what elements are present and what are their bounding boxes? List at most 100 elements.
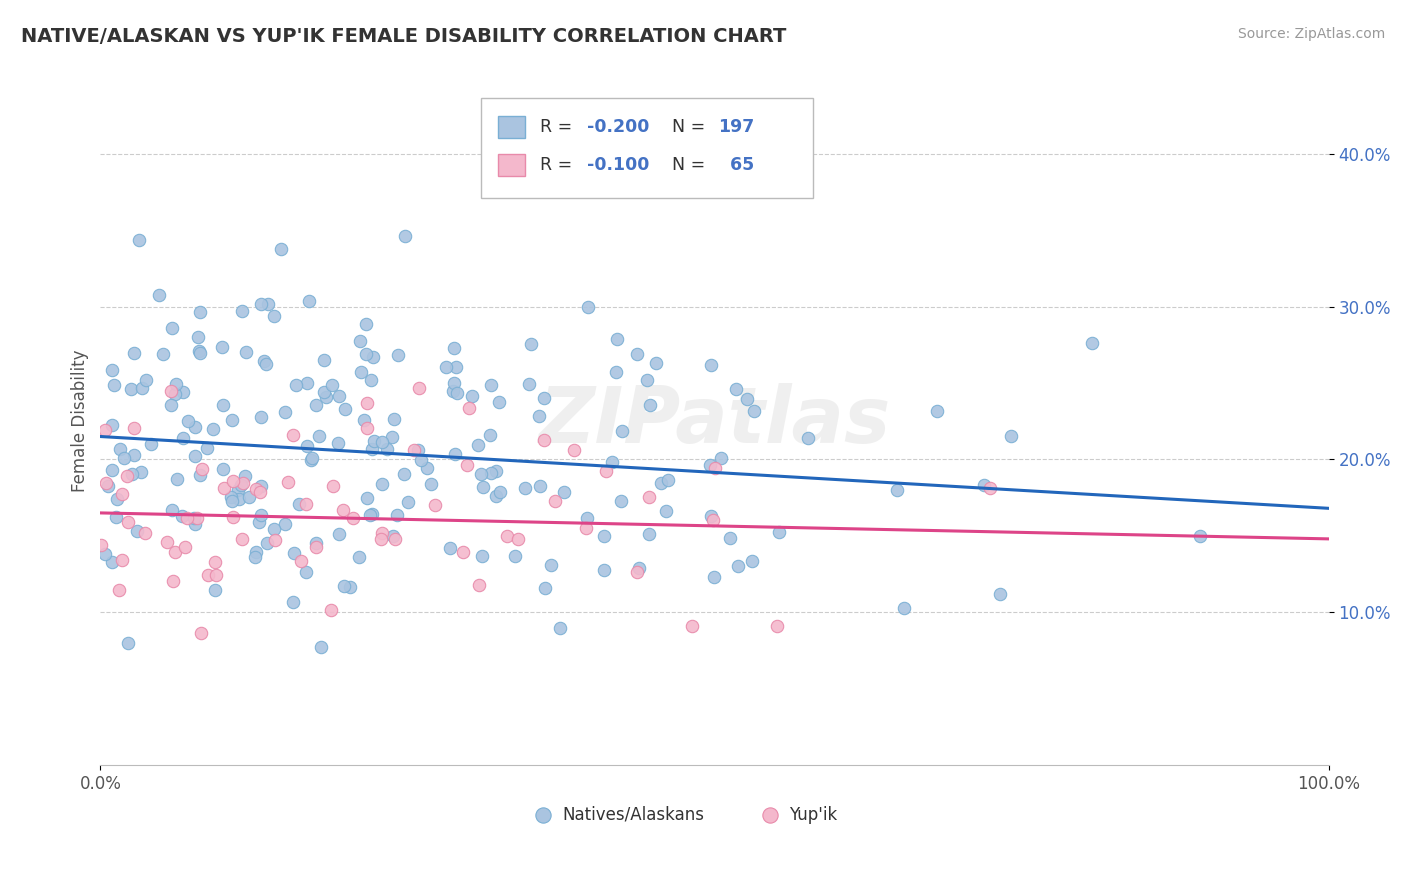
Point bbox=[356, 396, 378, 410]
Point bbox=[263, 523, 285, 537]
Point bbox=[710, 451, 733, 466]
Point bbox=[139, 437, 162, 451]
Point bbox=[350, 365, 373, 379]
Point bbox=[1000, 429, 1022, 443]
Text: N =: N = bbox=[661, 118, 710, 136]
Point bbox=[103, 378, 125, 392]
Point bbox=[94, 548, 117, 562]
Point bbox=[517, 377, 540, 392]
Text: N =: N = bbox=[661, 156, 710, 175]
Point bbox=[354, 347, 377, 361]
Point bbox=[204, 582, 226, 597]
Point bbox=[703, 570, 725, 584]
Point bbox=[550, 621, 572, 635]
Point bbox=[290, 554, 312, 568]
Point bbox=[893, 601, 915, 615]
Point bbox=[221, 413, 243, 427]
Point bbox=[281, 427, 304, 442]
Point bbox=[228, 492, 250, 507]
Point bbox=[135, 373, 157, 387]
Point bbox=[250, 296, 273, 310]
Point bbox=[319, 603, 342, 617]
Point bbox=[162, 321, 184, 335]
Point bbox=[231, 304, 253, 318]
Point bbox=[295, 565, 318, 579]
Point bbox=[232, 476, 254, 491]
Point bbox=[496, 529, 519, 543]
Point bbox=[443, 376, 465, 390]
Point bbox=[235, 345, 257, 359]
Point bbox=[384, 532, 406, 546]
Point bbox=[183, 511, 205, 525]
Point bbox=[108, 583, 131, 598]
Point bbox=[742, 404, 765, 418]
Point bbox=[361, 350, 384, 364]
Point bbox=[700, 508, 723, 523]
Point bbox=[404, 442, 426, 457]
Point bbox=[342, 511, 364, 525]
Point bbox=[650, 476, 672, 491]
Point bbox=[238, 490, 260, 504]
Point bbox=[100, 418, 122, 433]
Point bbox=[226, 483, 249, 498]
Point bbox=[360, 373, 382, 387]
Point bbox=[727, 558, 749, 573]
Point bbox=[328, 436, 350, 450]
Point bbox=[527, 409, 550, 424]
Point bbox=[315, 390, 337, 404]
Point bbox=[657, 473, 679, 487]
Point bbox=[520, 336, 543, 351]
Point bbox=[221, 494, 243, 508]
Point bbox=[131, 380, 153, 394]
Point bbox=[108, 442, 131, 457]
Point bbox=[370, 526, 392, 541]
Point bbox=[295, 497, 318, 511]
Point bbox=[163, 545, 186, 559]
Point bbox=[444, 447, 467, 461]
Point bbox=[195, 441, 218, 455]
Point bbox=[468, 578, 491, 592]
Point bbox=[311, 640, 333, 654]
Point bbox=[231, 532, 253, 546]
Point bbox=[188, 346, 211, 360]
Point bbox=[347, 550, 370, 565]
Point bbox=[160, 503, 183, 517]
Point bbox=[172, 431, 194, 445]
Point bbox=[396, 495, 419, 509]
Point bbox=[453, 545, 475, 559]
Point bbox=[163, 387, 186, 401]
Point bbox=[925, 404, 948, 418]
Point bbox=[979, 481, 1001, 495]
Point bbox=[281, 595, 304, 609]
Point bbox=[312, 384, 335, 399]
Point bbox=[274, 516, 297, 531]
Point bbox=[394, 229, 416, 244]
Point bbox=[127, 524, 149, 538]
Point bbox=[796, 431, 818, 445]
Point bbox=[973, 478, 995, 492]
Text: ZIPatlas: ZIPatlas bbox=[538, 384, 890, 459]
Point bbox=[288, 497, 311, 511]
Point bbox=[478, 427, 501, 442]
Point bbox=[627, 561, 650, 575]
Point bbox=[704, 460, 727, 475]
Text: R =: R = bbox=[540, 156, 578, 175]
Point bbox=[187, 330, 209, 344]
Point bbox=[382, 411, 405, 425]
Point bbox=[479, 467, 502, 481]
Point bbox=[699, 458, 721, 473]
Point bbox=[441, 384, 464, 399]
Point bbox=[610, 424, 633, 438]
Point bbox=[718, 531, 741, 545]
Point bbox=[332, 503, 354, 517]
Point bbox=[886, 483, 908, 497]
Point bbox=[446, 386, 468, 401]
Point bbox=[735, 392, 758, 407]
Point bbox=[90, 538, 112, 552]
Point bbox=[485, 463, 508, 477]
Point bbox=[576, 300, 599, 314]
Point bbox=[96, 476, 118, 491]
Point bbox=[1189, 529, 1212, 543]
Point bbox=[605, 365, 627, 379]
Point bbox=[263, 533, 285, 547]
